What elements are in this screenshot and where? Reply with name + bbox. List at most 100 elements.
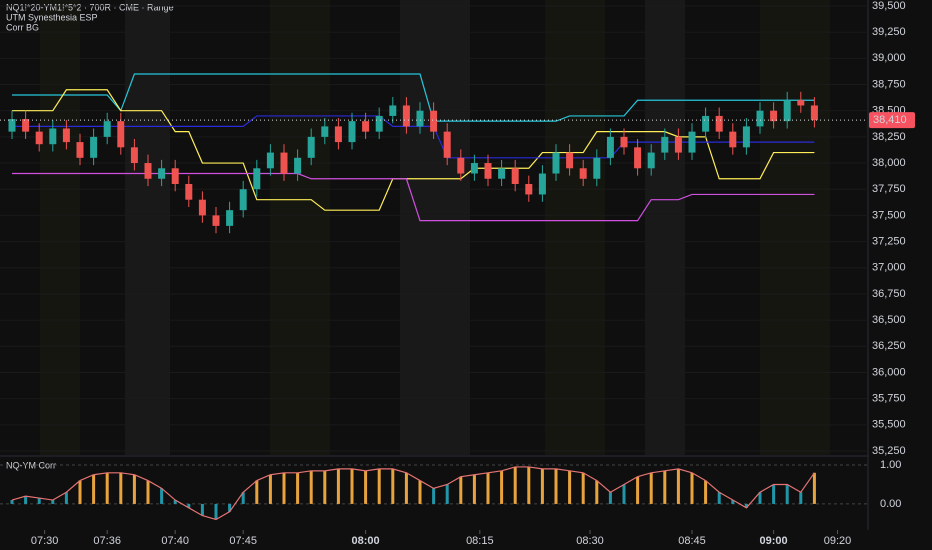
corr-bar [336, 468, 340, 504]
price-tag [869, 112, 915, 129]
candle-body [266, 152, 274, 169]
x-tick-label: 09:00 [760, 535, 788, 547]
candle-body [212, 215, 220, 226]
corr-bar [744, 503, 748, 508]
corr-bar [704, 480, 708, 504]
candle-body [498, 168, 506, 179]
corr-bar [404, 472, 408, 504]
corr-bar [78, 480, 82, 504]
corr-bar [37, 498, 41, 504]
candle-body [715, 115, 723, 132]
y-tick-label: 38,000 [872, 157, 906, 169]
candle-body [511, 168, 519, 184]
y-tick-label: 37,500 [872, 209, 906, 221]
y-tick-label: 37,000 [872, 262, 906, 274]
y-tick-label: 1.00 [880, 459, 901, 471]
corr-bar [418, 480, 422, 504]
candle-body [334, 126, 342, 143]
corr-bar [160, 488, 164, 504]
y-tick-label: 38,250 [872, 131, 906, 143]
candle-body [8, 119, 16, 132]
candle-body [171, 168, 179, 184]
candle-body [484, 163, 492, 179]
y-tick-label: 36,250 [872, 340, 906, 352]
candle-body [756, 110, 764, 127]
corr-bar [731, 500, 735, 504]
candle-body [797, 100, 805, 106]
corr-bar [500, 470, 504, 504]
y-tick-label: 36,500 [872, 314, 906, 326]
x-tick-label: 07:45 [229, 535, 257, 547]
corr-bar [10, 500, 14, 504]
candle-body [742, 126, 750, 148]
corr-bar [146, 480, 150, 504]
candle-body [783, 100, 791, 122]
corr-bar [391, 468, 395, 504]
corr-bar [323, 470, 327, 504]
corr-bar [568, 470, 572, 504]
corr-bar [472, 474, 476, 504]
candle-body [634, 147, 642, 169]
corr-bg [40, 0, 830, 455]
corr-bar [540, 468, 544, 504]
candle-body [810, 105, 818, 121]
candle-body [117, 121, 125, 148]
candle-body [348, 121, 356, 143]
candle-body [158, 168, 166, 179]
candle-body [593, 157, 601, 179]
candle-body [430, 110, 438, 132]
x-tick-label: 08:15 [466, 535, 494, 547]
corr-bar [377, 468, 381, 504]
y-tick-label: 35,750 [872, 393, 906, 405]
candle-body [144, 163, 152, 179]
indicator-label: Corr BG [6, 22, 39, 32]
corr-bar [255, 480, 259, 504]
corr-bar [595, 480, 599, 504]
corr-bar [187, 503, 191, 508]
candle-body [62, 128, 70, 143]
indicator-line [12, 73, 815, 122]
corr-bar [200, 503, 204, 516]
corr-bar [228, 503, 232, 512]
candle-body [552, 152, 560, 174]
corr-bar [799, 492, 803, 504]
corr-bar [772, 484, 776, 504]
x-tick-label: 07:30 [31, 535, 59, 547]
candle-body [198, 199, 206, 216]
corr-bar [64, 492, 68, 504]
corr-bar [676, 468, 680, 504]
corr-bar [459, 476, 463, 504]
corr-bar [282, 472, 286, 504]
candle-body [185, 183, 193, 200]
corr-bar [527, 466, 531, 504]
candle-body [49, 128, 57, 145]
candle-body [674, 136, 682, 153]
corr-bar [608, 492, 612, 504]
corr-bar [812, 472, 816, 504]
candle-body [76, 142, 84, 158]
candle-body [389, 105, 397, 116]
candle-body [22, 119, 30, 132]
y-tick-label: 0.00 [880, 498, 901, 510]
candle-body [457, 157, 465, 174]
candle-body [130, 147, 138, 164]
candle-body [770, 110, 778, 122]
y-tick-label: 39,250 [872, 26, 906, 38]
chart-title: NQ1!*20-YM1!*5*2 · 700R · CME · Range [6, 2, 174, 12]
y-tick-label: 35,250 [872, 445, 906, 457]
candle-body [443, 131, 451, 158]
y-tick-label: 37,250 [872, 235, 906, 247]
candle-body [321, 126, 329, 137]
candle-body [239, 189, 247, 211]
candle-body [688, 131, 696, 153]
y-tick-label: 39,500 [872, 0, 906, 12]
y-tick-label: 38,750 [872, 78, 906, 90]
candle-body [525, 183, 533, 195]
corr-bar [92, 474, 96, 504]
corr-bar [132, 474, 136, 504]
candle-body [566, 152, 574, 169]
corr-bar [432, 488, 436, 504]
x-tick-label: 07:40 [161, 535, 189, 547]
x-tick-label: 08:45 [678, 535, 706, 547]
candle-body [416, 110, 424, 127]
